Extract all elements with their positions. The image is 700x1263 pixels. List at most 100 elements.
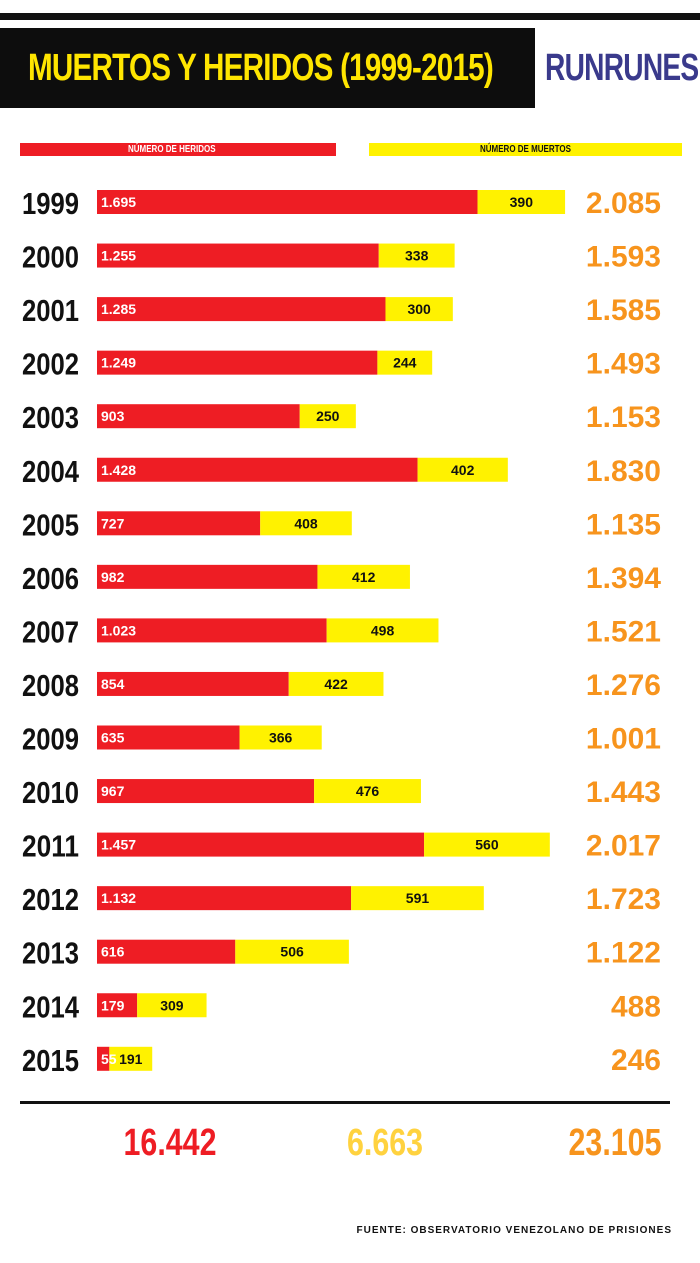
data-label-muertos: 498 <box>371 622 395 638</box>
row-total-label: 1.521 <box>586 615 661 648</box>
bar-heridos <box>97 297 386 322</box>
data-label-heridos: 1.132 <box>101 890 136 906</box>
year-label: 2012 <box>22 882 79 917</box>
year-label: 2007 <box>22 614 79 649</box>
data-label-heridos: 616 <box>101 944 125 960</box>
row-total-label: 2.017 <box>586 830 661 863</box>
legend-label-heridos: NÚMERO DE HERIDOS <box>128 144 216 155</box>
bar-heridos <box>97 564 318 589</box>
bar-heridos <box>97 618 327 643</box>
bar-muertos <box>378 243 455 268</box>
bar-muertos <box>299 404 356 429</box>
bar-muertos <box>239 725 322 750</box>
bar-heridos <box>97 511 261 536</box>
bar-muertos <box>424 832 550 857</box>
row-total-label: 2.085 <box>586 187 661 220</box>
data-label-heridos: 967 <box>101 783 125 799</box>
data-label-muertos: 338 <box>405 248 429 264</box>
bar-heridos <box>97 350 378 375</box>
bar-muertos <box>377 350 433 375</box>
bar-heridos <box>97 886 352 911</box>
data-label-muertos: 408 <box>294 515 318 531</box>
bar-muertos <box>417 457 508 482</box>
data-label-heridos: 1.249 <box>101 355 136 371</box>
row-total-label: 1.593 <box>586 241 661 274</box>
row-total-label: 488 <box>611 990 661 1023</box>
data-label-heridos: 1.285 <box>101 301 136 317</box>
year-label: 2009 <box>22 722 79 757</box>
bar-heridos <box>97 993 138 1018</box>
data-label-heridos: 1.428 <box>101 462 136 478</box>
data-label-muertos: 402 <box>451 462 475 478</box>
year-label: 2001 <box>22 293 79 328</box>
data-label-muertos: 560 <box>475 837 499 853</box>
chart-title: MUERTOS Y HERIDOS (1999-2015) <box>28 47 494 89</box>
bar-muertos <box>314 779 421 804</box>
bar-muertos <box>260 511 352 536</box>
year-label: 1999 <box>22 186 79 221</box>
year-label: 2002 <box>22 347 79 382</box>
stacked-bar-chart: 1999 1.695 390 2.085 2000 1.255 338 1.593 2001 1.… <box>22 186 661 1078</box>
row-total-label: 246 <box>611 1044 661 1077</box>
year-label: 2000 <box>22 240 79 275</box>
data-label-heridos: 1.255 <box>101 248 136 264</box>
data-label-heridos: 1.695 <box>101 194 136 210</box>
bar-muertos <box>385 297 453 322</box>
top-rule <box>0 13 700 20</box>
data-label-heridos: 1.457 <box>101 837 136 853</box>
data-label-heridos: 635 <box>101 730 125 746</box>
row-total-label: 1.493 <box>586 348 661 381</box>
data-label-muertos: 591 <box>406 890 430 906</box>
bar-muertos <box>351 886 484 911</box>
legend-swatch-muertos <box>369 143 682 156</box>
data-label-muertos: 506 <box>280 944 304 960</box>
bar-heridos <box>97 671 289 696</box>
data-label-muertos: 366 <box>269 730 293 746</box>
bar-heridos <box>97 457 418 482</box>
row-total-label: 1.585 <box>586 294 661 327</box>
data-label-muertos: 390 <box>510 194 534 210</box>
total-heridos: 16.442 <box>123 1122 217 1164</box>
data-label-muertos: 412 <box>352 569 376 585</box>
row-total-label: 1.153 <box>586 401 661 434</box>
title-banner: MUERTOS Y HERIDOS (1999-2015) <box>0 28 535 108</box>
data-label-muertos: 250 <box>316 408 340 424</box>
year-label: 2010 <box>22 775 79 810</box>
bar-heridos <box>97 190 478 214</box>
data-label-muertos: 309 <box>160 997 184 1013</box>
row-total-label: 1.001 <box>586 723 661 756</box>
row-total-label: 1.276 <box>586 669 661 702</box>
bar-heridos <box>97 404 300 429</box>
data-label-heridos: 179 <box>101 997 125 1013</box>
data-label-muertos: 300 <box>407 301 431 317</box>
row-total-label: 1.394 <box>586 562 661 595</box>
year-label: 2014 <box>22 989 80 1024</box>
data-label-heridos: 982 <box>101 569 125 585</box>
bar-heridos <box>97 779 315 804</box>
bar-heridos <box>97 1046 110 1071</box>
row-total-label: 1.443 <box>586 776 661 809</box>
year-label: 2004 <box>22 454 80 489</box>
legend-label-muertos: NÚMERO DE MUERTOS <box>480 144 571 155</box>
year-label: 2006 <box>22 561 79 596</box>
legend-swatch-heridos <box>20 143 336 156</box>
data-label-muertos: 476 <box>356 783 380 799</box>
bar-heridos <box>97 939 236 964</box>
row-total-label: 1.723 <box>586 883 661 916</box>
data-label-heridos: 55 <box>101 1051 117 1067</box>
bar-heridos <box>97 243 379 268</box>
total-muertos: 6.663 <box>346 1122 424 1164</box>
data-label-muertos: 244 <box>393 355 417 371</box>
bar-muertos <box>288 671 384 696</box>
bar-heridos <box>97 832 425 857</box>
bottom-rule <box>20 1101 670 1104</box>
data-label-muertos: 422 <box>324 676 348 692</box>
bar-heridos <box>97 725 240 750</box>
data-label-heridos: 854 <box>101 676 125 692</box>
bar-muertos <box>326 618 439 643</box>
row-total-label: 1.830 <box>586 455 661 488</box>
year-label: 2005 <box>22 507 79 542</box>
bar-muertos <box>477 190 566 214</box>
data-label-muertos: 191 <box>119 1051 143 1067</box>
year-label: 2015 <box>22 1043 79 1078</box>
